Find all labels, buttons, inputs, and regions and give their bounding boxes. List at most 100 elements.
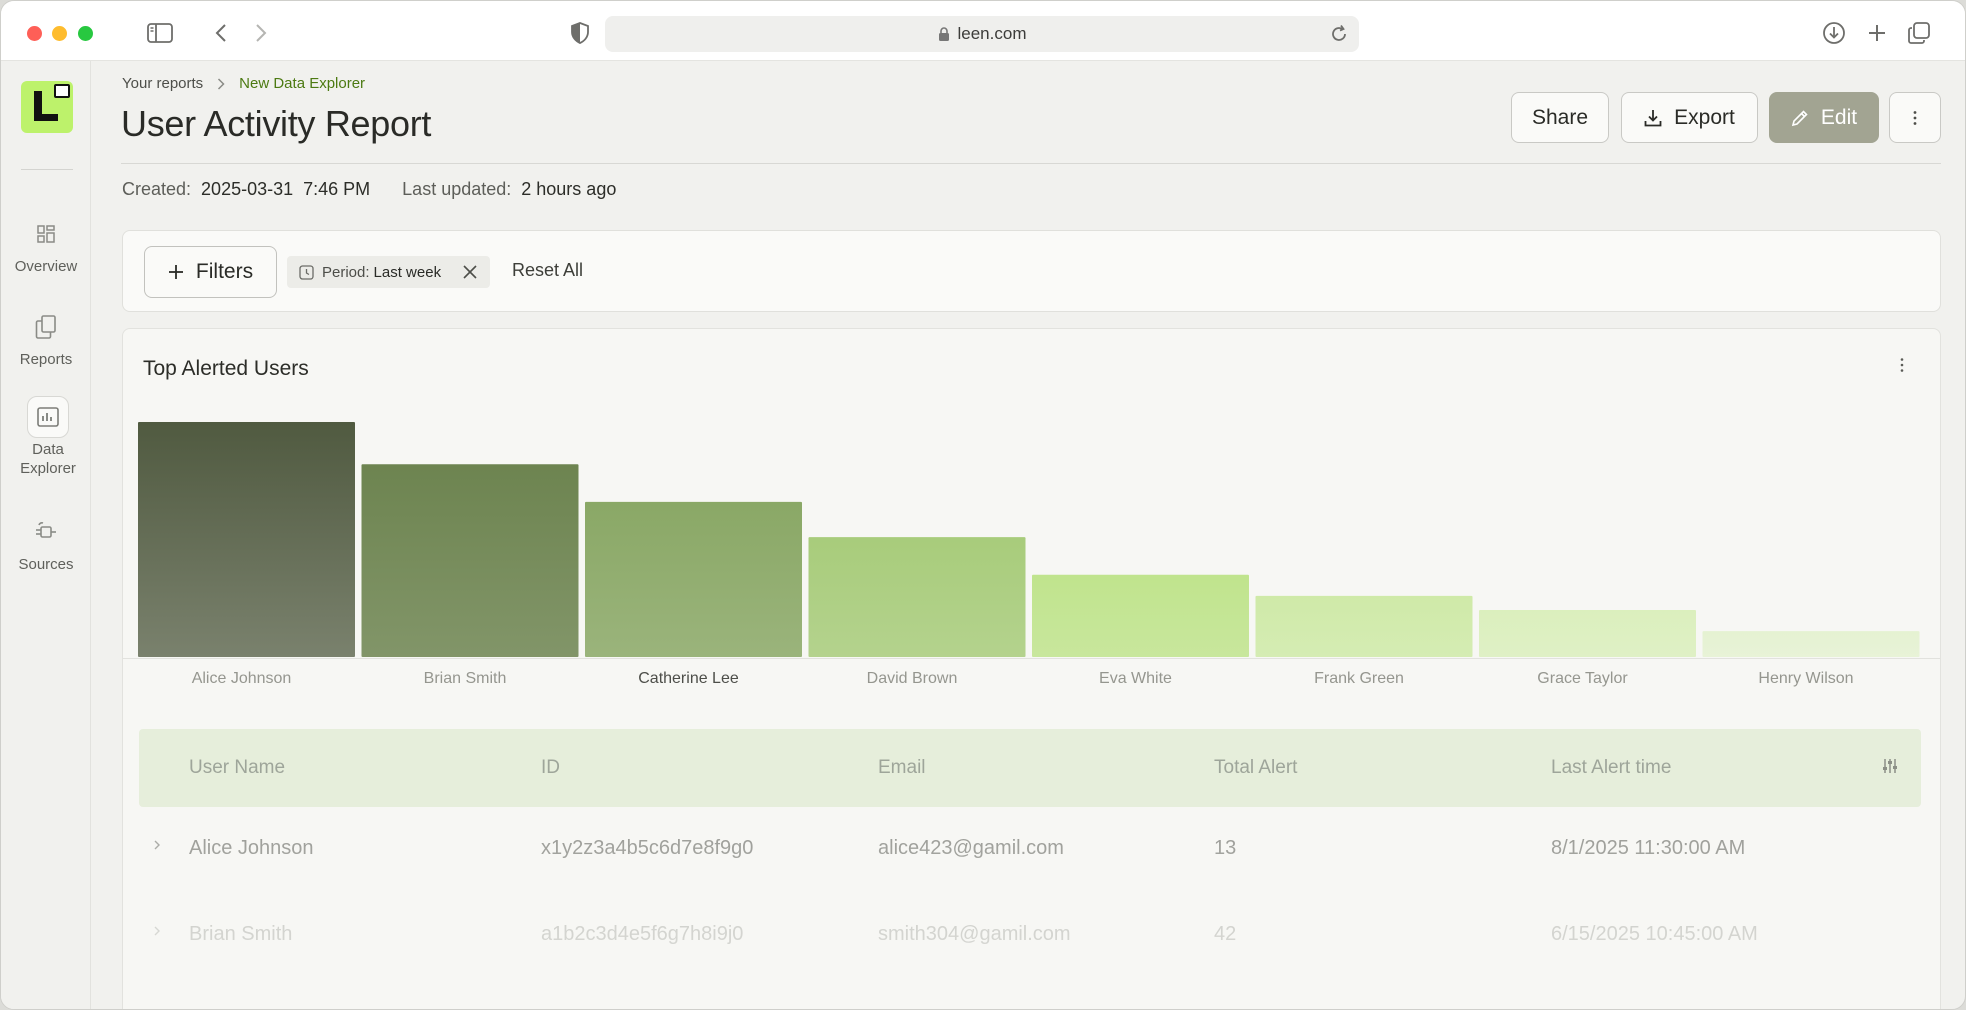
bar-david-brown[interactable] [808,537,1026,657]
card-more-options-icon[interactable] [1900,357,1904,373]
cell-last-alert-time: 6/15/2025 10:45:00 AM [1551,923,1758,945]
clock-icon [299,264,314,280]
share-button-label: Share [1531,105,1589,129]
header-divider [121,163,1941,164]
filter-bar: Filters Period: Last week Reset All [122,230,1941,312]
export-button-label: Export [1674,105,1735,129]
tab-overview-icon[interactable] [1905,19,1933,47]
column-header-id[interactable]: ID [541,757,560,778]
filters-button[interactable]: Filters [144,246,277,298]
forward-icon[interactable] [247,19,275,47]
column-header-user-name[interactable]: User Name [189,757,286,778]
grid-icon [25,213,67,255]
cell-last-alert-time: 8/1/2025 11:30:00 AM [1551,837,1746,859]
card-title: Top Alerted Users [143,357,309,380]
bar-henry-wilson[interactable] [1702,631,1920,657]
x-axis-label: Eva White [1099,670,1172,687]
top-alerted-users-card: Top Alerted Users Alice Johnson Brian Smi… [122,328,1941,1009]
sidebar: Overview Reports Data Explorer Sources [1,61,93,1009]
edit-button[interactable]: Edit [1769,92,1879,143]
x-axis-label: Catherine Lee [638,670,739,687]
chart-panel-icon [27,396,69,438]
back-icon[interactable] [207,19,235,47]
plus-icon [168,264,184,280]
cell-user-name: Brian Smith [189,923,293,945]
page-title: User Activity Report [121,103,432,144]
created-label: Created: [122,179,192,199]
cell-id: a1b2c3d4e5f6g7h8i9j0 [541,923,744,945]
x-axis-label: Alice Johnson [192,670,292,687]
cell-total-alert: 13 [1214,837,1237,859]
sidebar-toggle-icon[interactable] [146,19,174,47]
sidebar-item-reports[interactable]: Reports [1,306,91,369]
breadcrumb: Your reports New Data Explorer [122,75,365,92]
close-window-button[interactable] [27,26,42,41]
column-header-email[interactable]: Email [878,757,926,778]
cell-total-alert: 42 [1214,923,1237,945]
bar-alice-johnson[interactable] [138,422,355,657]
updated-value: 2 hours ago [521,179,617,199]
x-axis-label: Grace Taylor [1537,670,1628,687]
new-tab-icon[interactable] [1863,19,1891,47]
bar-eva-white[interactable] [1032,574,1249,657]
table-row[interactable]: Alice Johnson x1y2z3a4b5c6d7e8f9g0 alice… [139,807,1921,893]
plug-icon [25,511,67,553]
chip-value: Last week [373,263,442,281]
sidebar-item-label: Reports [19,351,73,368]
vertical-dots-icon [1913,110,1917,126]
minimize-window-button[interactable] [52,26,67,41]
table-row[interactable]: Brian Smith a1b2c3d4e5f6g7h8i9j0 smith30… [139,893,1921,979]
cell-email: smith304@gamil.com [878,923,1071,945]
more-options-button[interactable] [1889,92,1941,143]
chip-label: Period: [322,263,370,281]
sidebar-item-label: Sources [18,556,74,573]
browser-toolbar: leen.com [1,1,1965,61]
column-header-last-alert-time[interactable]: Last Alert time [1551,757,1672,778]
filters-button-label: Filters [195,260,254,283]
bar-grace-taylor[interactable] [1479,610,1696,657]
edit-button-label: Edit [1820,105,1858,129]
bar-catherine-lee[interactable] [585,501,802,657]
table-header: User Name ID Email Total Alert Last Aler… [139,729,1921,807]
sidebar-item-sources[interactable]: Sources [1,511,91,574]
report-metadata: Created: 2025-03-31 7:46 PM Last updated… [122,179,648,200]
documents-icon [25,306,67,348]
privacy-shield-icon[interactable] [566,19,594,47]
downloads-icon[interactable] [1820,19,1848,47]
x-axis-label: Frank Green [1314,670,1404,687]
bar-chart: Alice Johnson Brian Smith Catherine Lee Dav… [138,422,1920,687]
app-logo[interactable] [21,81,73,133]
reload-icon[interactable] [1329,24,1349,44]
expand-row-icon[interactable] [153,925,161,937]
zoom-window-button[interactable] [78,26,93,41]
period-filter-chip[interactable]: Period: Last week [287,256,490,288]
share-button[interactable]: Share [1511,92,1609,143]
reset-all-button[interactable]: Reset All [512,260,584,280]
breadcrumb-parent-link[interactable]: Your reports [122,75,204,92]
breadcrumb-current: New Data Explorer [239,75,366,92]
url-text: leen.com [957,24,1027,43]
export-button[interactable]: Export [1621,92,1758,143]
sidebar-item-overview[interactable]: Overview [1,213,91,276]
pencil-icon [1791,109,1809,127]
x-axis-label: David Brown [867,670,958,687]
download-icon [1644,109,1662,127]
remove-filter-icon[interactable] [462,264,478,280]
column-header-total-alert[interactable]: Total Alert [1214,757,1298,778]
expand-row-icon[interactable] [153,839,161,851]
sidebar-divider [21,169,73,170]
address-bar[interactable]: leen.com [605,16,1359,52]
sidebar-item-label: Overview [14,258,78,275]
x-axis-label: Brian Smith [424,670,507,687]
bar-brian-smith[interactable] [361,464,579,657]
sidebar-item-label: Data Explorer [20,441,76,477]
bar-frank-green[interactable] [1255,595,1473,657]
chart-baseline [123,658,1940,659]
lock-icon [938,26,950,42]
cell-id: x1y2z3a4b5c6d7e8f9g0 [541,837,754,859]
x-axis-label: Henry Wilson [1758,670,1853,687]
column-settings-icon[interactable] [1881,757,1899,775]
sidebar-item-data-explorer[interactable]: Data Explorer [3,396,93,478]
cell-email: alice423@gamil.com [878,837,1064,859]
created-value: 2025-03-31 7:46 PM [201,179,371,199]
